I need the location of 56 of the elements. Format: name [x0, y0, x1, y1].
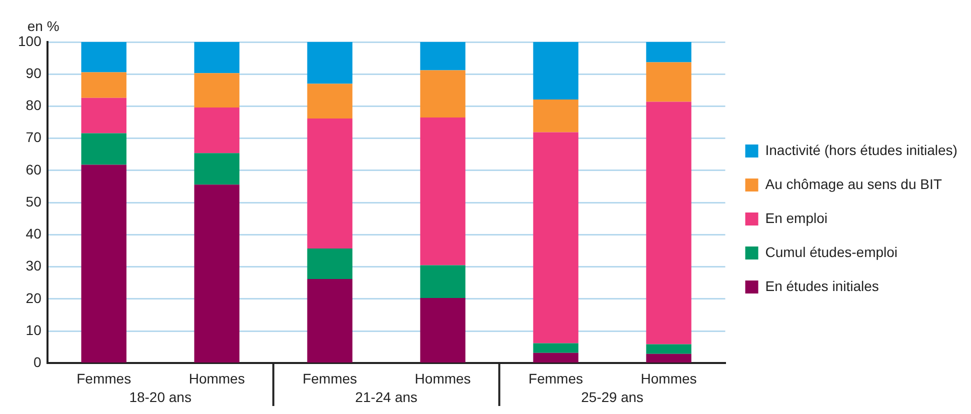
bar — [194, 108, 240, 154]
bar — [81, 98, 126, 134]
bar — [81, 133, 126, 165]
y-tick-label: 30 — [26, 258, 42, 274]
y-tick-label: 100 — [18, 32, 42, 49]
bar — [81, 72, 126, 98]
x-tick-label: Hommes — [640, 370, 697, 386]
bar — [420, 42, 466, 70]
bar — [194, 42, 240, 74]
bar — [533, 343, 578, 353]
bar — [646, 354, 692, 362]
x-tick-label: Femmes — [302, 370, 358, 386]
bar — [194, 153, 240, 185]
legend-label: Inactivité (hors études initiales) — [765, 142, 958, 158]
y-axis-title: en % — [27, 18, 60, 34]
y-tick-label: 90 — [26, 64, 42, 81]
y-tick-label: 50 — [26, 193, 42, 210]
bar — [81, 164, 126, 362]
bar — [307, 42, 352, 84]
y-tick-label: 60 — [26, 161, 42, 178]
bar — [307, 248, 352, 280]
bar — [646, 102, 692, 344]
bar — [533, 132, 578, 344]
x-tick-label: Femmes — [76, 370, 132, 386]
bar — [307, 118, 352, 249]
bar — [81, 42, 126, 72]
bar — [533, 99, 578, 132]
bar — [646, 62, 692, 102]
y-tick-label: 40 — [26, 226, 42, 242]
bar — [420, 298, 466, 362]
bar — [533, 352, 578, 362]
legend-label: Au chômage au sens du BIT — [765, 176, 942, 192]
bar — [646, 42, 692, 62]
text: 21-24 ans — [355, 389, 418, 406]
bar — [533, 42, 578, 100]
legend-label: En emploi — [765, 210, 828, 226]
legend-label: Cumul études-emploi — [765, 244, 898, 260]
legend-label: En études initiales — [765, 278, 879, 294]
bar — [420, 265, 466, 298]
bar — [307, 279, 352, 362]
y-tick-label: 80 — [26, 97, 42, 114]
bar — [420, 117, 466, 266]
y-tick-label: 10 — [26, 322, 42, 338]
x-tick-label: Femmes — [528, 370, 584, 386]
bar — [646, 344, 692, 354]
bar — [420, 70, 466, 118]
x-tick-label: Hommes — [414, 370, 471, 386]
text: 25-29 ans — [581, 389, 644, 406]
text: 18-20 ans — [129, 389, 192, 406]
bar — [307, 84, 352, 118]
bar — [194, 184, 240, 362]
y-tick-label: 0 — [34, 354, 42, 370]
bar — [194, 73, 240, 108]
x-tick-label: Hommes — [188, 370, 245, 386]
y-tick-label: 70 — [26, 129, 42, 146]
y-tick-label: 20 — [26, 290, 42, 306]
